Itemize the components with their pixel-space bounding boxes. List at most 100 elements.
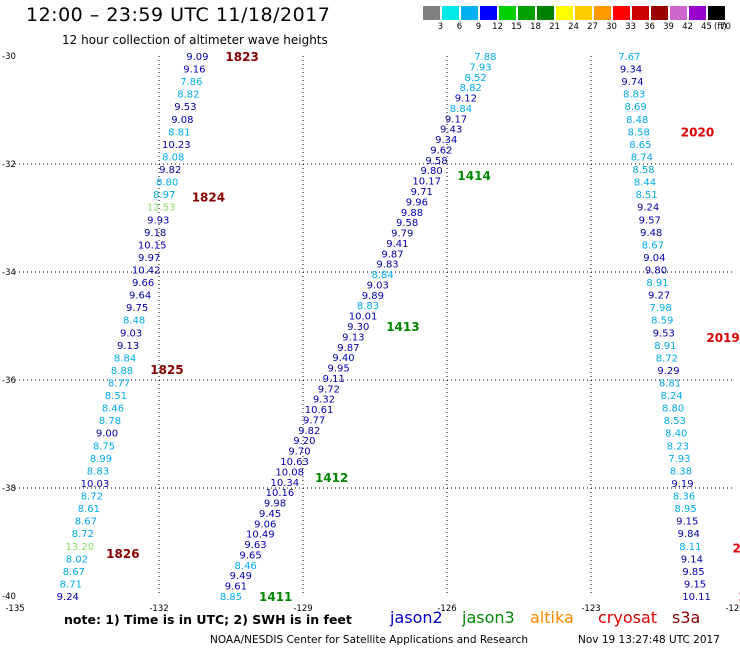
- wave-height-value: 8.72: [72, 529, 94, 540]
- wave-height-value: 9.45: [259, 509, 281, 520]
- wave-height-value: 8.99: [90, 454, 112, 465]
- satellite-legend-item: altika: [530, 608, 574, 627]
- wave-height-value: 9.65: [239, 550, 261, 561]
- wave-height-value: 9.57: [639, 215, 661, 226]
- generated-timestamp: Nov 19 13:27:48 UTC 2017: [578, 634, 720, 646]
- lat-axis-label: -34: [2, 268, 16, 278]
- lat-axis-label: -36: [2, 376, 16, 386]
- color-scale-swatch: [670, 6, 687, 20]
- wave-height-value: 8.81: [659, 379, 681, 390]
- color-scale-value: 9: [475, 22, 482, 32]
- color-scale-swatch: [613, 6, 630, 20]
- wave-height-value: 9.61: [225, 582, 247, 593]
- wave-height-value: 8.84: [114, 353, 136, 364]
- lon-axis-label: -129: [293, 604, 312, 614]
- satellite-legend-item: jason3: [462, 608, 515, 627]
- color-scale-swatch: [499, 6, 516, 20]
- color-scale-value: 18: [530, 22, 541, 32]
- pass-time-label: 1824: [192, 190, 225, 204]
- page-title: 12:00 – 23:59 UTC 11/18/2017: [26, 4, 331, 26]
- wave-height-value: 8.82: [460, 83, 482, 94]
- lat-axis-label: -32: [2, 160, 16, 170]
- wave-height-value: 8.08: [162, 152, 184, 163]
- wave-height-value: 9.58: [396, 218, 418, 229]
- wave-height-value: 10.42: [132, 265, 161, 276]
- wave-height-value: 9.75: [126, 303, 148, 314]
- color-scale-swatch: [594, 6, 611, 20]
- wave-height-value: 9.03: [367, 280, 389, 291]
- color-scale-swatch: [442, 6, 459, 20]
- lon-axis-label: -132: [149, 604, 168, 614]
- wave-height-value: 10.15: [138, 240, 167, 251]
- color-scale-value: 45: [701, 22, 712, 32]
- wave-height-value: 8.77: [108, 379, 130, 390]
- pass-time-label: 2019: [706, 331, 739, 345]
- wave-height-value: 8.23: [667, 441, 689, 452]
- wave-height-value: 9.48: [640, 228, 662, 239]
- wave-height-value: 9.71: [411, 187, 433, 198]
- wave-height-value: 9.83: [376, 260, 398, 271]
- lon-axis-label: -120: [725, 604, 740, 614]
- wave-height-value: 10.17: [412, 177, 441, 188]
- satellite-legend-item: s3a: [672, 608, 701, 627]
- wave-height-value: 8.83: [623, 90, 645, 101]
- wave-height-value: 12.53: [147, 203, 176, 214]
- color-scale-swatch: [461, 6, 478, 20]
- color-scale-value: 15: [511, 22, 522, 32]
- lat-axis-label: -38: [2, 484, 16, 494]
- wave-height-value: 10.08: [275, 467, 304, 478]
- wave-height-value: 8.67: [75, 517, 97, 528]
- wave-height-value: 9.96: [406, 197, 428, 208]
- wave-height-value: 7.67: [618, 52, 640, 63]
- wave-height-value: 8.46: [235, 561, 257, 572]
- wave-height-value: 9.85: [682, 567, 704, 578]
- wave-height-value: 8.71: [60, 579, 82, 590]
- wave-height-value: 8.67: [63, 567, 85, 578]
- color-scale-value: 39: [663, 22, 674, 32]
- wave-height-value: 10.61: [305, 405, 334, 416]
- wave-height-value: 8.85: [220, 592, 242, 603]
- satellite-legend-item: cryosat: [598, 608, 658, 627]
- wave-height-value: 9.58: [425, 156, 447, 167]
- wave-height-value: 7.86: [180, 77, 202, 88]
- pass-time-label: 2020: [681, 126, 714, 140]
- wave-height-value: 9.15: [676, 517, 698, 528]
- color-scale-swatch: [556, 6, 573, 20]
- wave-height-value: 8.51: [105, 391, 127, 402]
- wave-height-value: 13.20: [66, 542, 95, 553]
- wave-height-value: 8.82: [177, 90, 199, 101]
- wave-height-value: 9.17: [445, 114, 467, 125]
- lat-axis-label: -30: [2, 52, 16, 62]
- wave-height-value: 8.88: [111, 366, 133, 377]
- pass-time-label: 1412: [315, 471, 348, 485]
- wave-height-value: 9.80: [645, 265, 667, 276]
- wave-height-value: 8.24: [660, 391, 682, 402]
- wave-height-value: 9.13: [117, 341, 139, 352]
- wave-height-value: 10.23: [162, 140, 191, 151]
- color-scale-value: 24: [568, 22, 579, 32]
- color-scale-swatch: [575, 6, 592, 20]
- wave-height-value: 9.87: [337, 343, 359, 354]
- wave-height-value: 9.97: [138, 253, 160, 264]
- wave-height-value: 8.48: [626, 115, 648, 126]
- footer-note: note: 1) Time is in UTC; 2) SWH is in fe…: [64, 612, 352, 627]
- wave-height-value: 10.49: [246, 530, 275, 541]
- wave-height-value: 9.24: [57, 592, 79, 603]
- wave-height-value: 9.98: [264, 499, 286, 510]
- wave-height-value: 7.93: [469, 62, 491, 73]
- wave-height-value: 9.34: [620, 65, 642, 76]
- wave-height-value: 8.38: [670, 466, 692, 477]
- wave-height-value: 9.74: [621, 77, 643, 88]
- wave-height-value: 9.08: [171, 115, 193, 126]
- lat-axis-label: -40: [2, 592, 16, 602]
- lon-axis-label: -126: [437, 604, 456, 614]
- color-scale-value: 12: [492, 22, 503, 32]
- lon-axis-label: -123: [581, 604, 600, 614]
- color-scale-value: 6: [456, 22, 463, 32]
- wave-height-value: 8.46: [102, 404, 124, 415]
- wave-height-value: 9.43: [440, 125, 462, 136]
- wave-height-value: 8.80: [156, 178, 178, 189]
- wave-height-value: 8.80: [662, 404, 684, 415]
- wave-height-value: 8.84: [450, 104, 472, 115]
- wave-height-value: 9.12: [455, 94, 477, 105]
